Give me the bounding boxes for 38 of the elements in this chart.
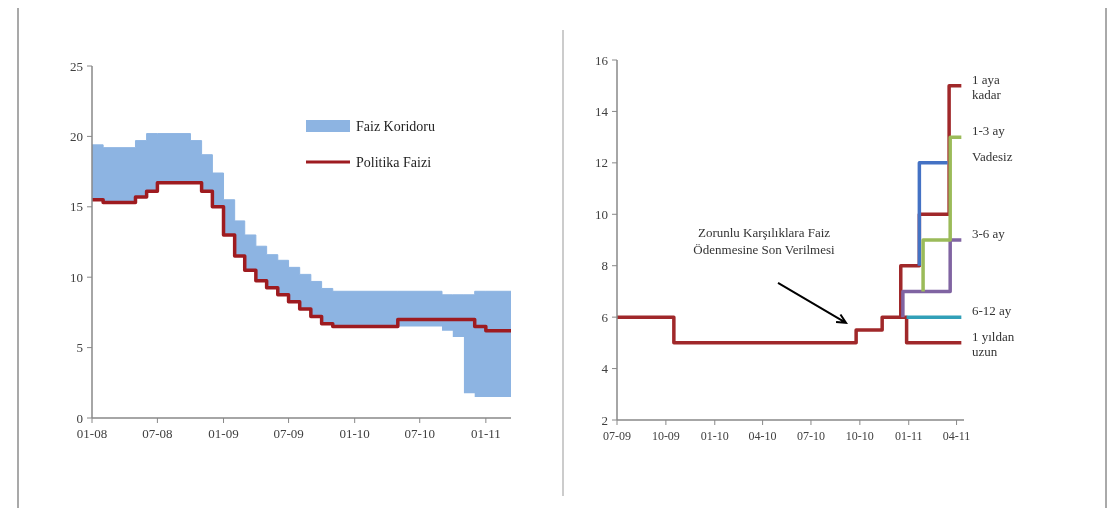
x-tick-label: 01-11 — [894, 429, 923, 443]
legend-label: Faiz Koridoru — [356, 118, 435, 134]
series-label: 1 yıldan uzun — [972, 328, 1015, 359]
y-tick-label: 10 — [70, 269, 83, 285]
series-label: 1 aya kadar — [972, 71, 1002, 102]
x-tick-label: 07-08 — [142, 426, 173, 441]
y-tick-label: 0 — [76, 410, 83, 426]
x-tick-label: 01-10 — [339, 426, 370, 441]
legend-label: Politika Faizi — [356, 154, 432, 170]
y-tick-label: 20 — [70, 128, 83, 144]
x-tick-label: 01-08 — [76, 426, 108, 441]
series-label: Vadesiz — [972, 148, 1013, 164]
y-tick-label: 12 — [595, 155, 608, 171]
y-tick-label: 5 — [76, 340, 83, 356]
y-tick-label: 6 — [601, 309, 609, 325]
y-tick-label: 10 — [595, 206, 608, 222]
x-tick-label: 01-11 — [470, 426, 501, 441]
y-tick-label: 8 — [601, 258, 608, 274]
x-tick-label: 04-10 — [748, 429, 777, 443]
x-tick-label: 04-11 — [942, 429, 971, 443]
x-tick-label: 01-10 — [700, 429, 729, 443]
x-tick-label: 07-09 — [603, 429, 631, 443]
x-tick-label: 10-09 — [651, 429, 680, 443]
x-tick-label: 07-10 — [404, 426, 435, 441]
annotation: Zorunlu Karşılıklara Faiz Ödenmesine Son Verilmesi — [693, 224, 836, 257]
x-tick-label: 10-10 — [845, 429, 874, 443]
y-tick-label: 15 — [70, 199, 83, 215]
y-tick-label: 14 — [595, 103, 609, 119]
x-tick-label: 01-09 — [208, 426, 239, 441]
y-tick-label: 4 — [601, 361, 609, 377]
x-tick-label: 07-10 — [796, 429, 825, 443]
y-tick-label: 25 — [70, 58, 83, 74]
y-tick-label: 2 — [601, 412, 608, 428]
series-label: 6-12 ay — [972, 303, 1012, 319]
x-tick-label: 07-09 — [273, 426, 304, 441]
series-label: 3-6 ay — [972, 226, 1006, 241]
series-label: 1-3 ay — [972, 123, 1006, 139]
y-tick-label: 16 — [595, 52, 609, 68]
